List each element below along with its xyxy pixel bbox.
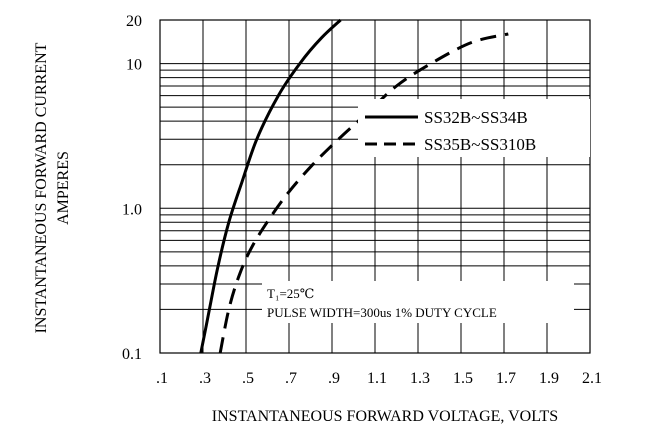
x-tick-label-6: 1.3 [410,370,430,387]
test-conditions-note: T₁=25℃ PULSE WIDTH=300us 1% DUTY CYCLE [262,281,574,323]
y-tick-labels: 0.1 1.0 10 20 [122,13,142,363]
legend-label-ss32b: SS32B~SS34B [424,108,528,127]
temperature-note: T₁=25℃ [267,286,314,301]
x-axis-label: INSTANTANEOUS FORWARD VOLTAGE, VOLTS [212,408,558,425]
x-tick-label-4: .9 [328,370,340,387]
y-axis-label-line2: AMPERES [55,151,72,225]
x-tick-label-0: .1 [156,370,168,387]
y-tick-label-0: 0.1 [122,346,142,363]
series-line-1 [218,32,509,354]
y-tick-label-1: 1.0 [122,201,142,218]
series-line-0 [199,18,342,354]
x-tick-label-1: .3 [199,370,211,387]
x-tick-labels: .1 .3 .5 .7 .9 1.1 1.3 1.5 1.7 1.9 2.1 [156,370,602,387]
plot-frame [159,19,591,354]
x-tick-label-9: 1.9 [539,370,559,387]
legend-background [358,99,590,157]
x-tick-label-8: 1.7 [496,370,516,387]
x-tick-label-5: 1.1 [367,370,387,387]
note-background [262,281,574,323]
x-tick-label-2: .5 [242,370,254,387]
legend: SS32B~SS34B SS35B~SS310B [358,99,590,157]
chart-series [199,18,509,354]
y-axis-label-line1: INSTANTANEOUS FORWARD CURRENT [33,42,50,333]
x-tick-label-3: .7 [285,370,297,387]
y-tick-label-3: 20 [126,13,142,30]
pulse-width-note: PULSE WIDTH=300us 1% DUTY CYCLE [267,305,497,320]
x-tick-label-10: 2.1 [582,370,602,387]
y-tick-label-2: 10 [126,57,142,74]
x-tick-label-7: 1.5 [453,370,473,387]
legend-label-ss35b: SS35B~SS310B [424,135,536,154]
